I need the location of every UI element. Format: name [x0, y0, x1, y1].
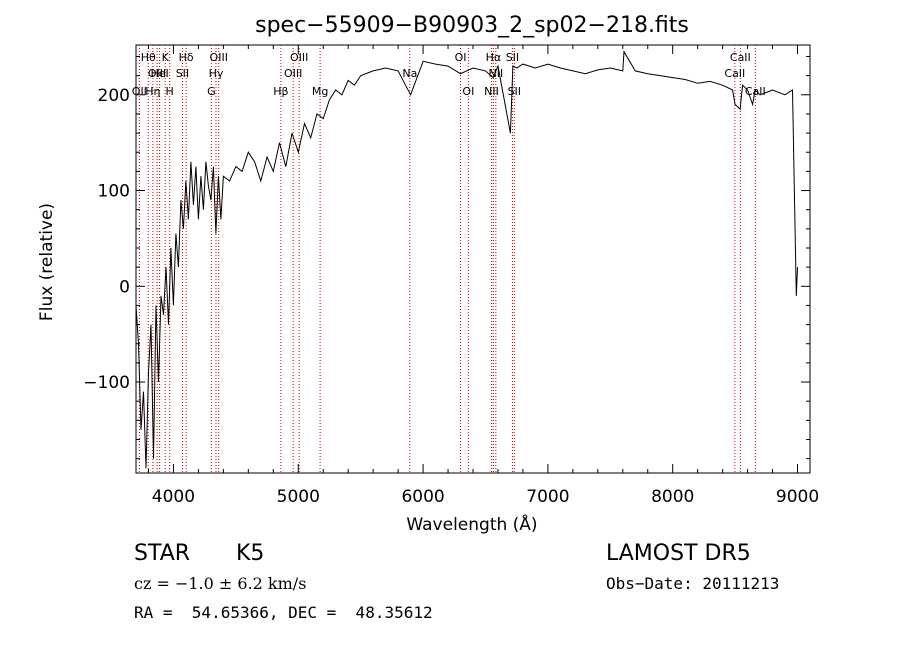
observation-date: Obs−Date: 20111213	[606, 574, 780, 593]
line-marker-label: Na	[402, 67, 417, 80]
y-axis-label: Flux (relative)	[37, 203, 57, 321]
line-marker-labels: OIIHθHηOIIIHeIKHSIIHδGHγOIIIHβOIIIOIIIMg…	[132, 51, 766, 98]
line-marker-label: Hθ	[141, 51, 156, 64]
line-marker-label: OI	[455, 51, 467, 64]
series-group	[135, 50, 798, 469]
line-marker-label: OI	[462, 85, 474, 98]
line-marker-label: CaII	[724, 67, 745, 80]
y-tick-label: 0	[119, 277, 130, 297]
line-marker-label: OIII	[284, 67, 302, 80]
x-tick-label: 7000	[526, 487, 569, 507]
line-marker-label: Hγ	[209, 67, 224, 80]
x-tick-label: 8000	[651, 487, 694, 507]
line-marker-label: SII	[508, 85, 521, 98]
survey-name: LAMOST DR5	[606, 541, 751, 566]
y-tick-label: −100	[83, 373, 130, 393]
spectrum-line	[135, 50, 798, 469]
coordinates: RA = 54.65366, DEC = 48.35612	[134, 603, 433, 622]
x-axis-ticks: 4000 5000 6000 7000 8000 9000	[147, 45, 819, 507]
line-marker-label: HeI	[150, 67, 168, 80]
y-tick-label: 100	[98, 182, 130, 202]
line-marker-label: NII	[488, 67, 503, 80]
line-marker-label: SII	[506, 51, 519, 64]
spectral-class: STAR	[134, 541, 191, 566]
line-marker-label: Hη	[145, 85, 160, 98]
x-tick-label: 6000	[401, 487, 444, 507]
x-axis-label: Wavelength (Å)	[406, 513, 537, 535]
line-marker-label: Mg	[312, 85, 328, 98]
line-marker-label: OIII	[210, 51, 228, 64]
line-marker-label: NII	[484, 85, 499, 98]
line-markers	[138, 45, 756, 473]
y-axis-ticks: −100 0 100 200	[83, 55, 810, 460]
line-marker-label: H	[166, 85, 174, 98]
line-marker-label: G	[207, 85, 216, 98]
line-marker-label: Hα	[486, 51, 502, 64]
line-marker-label: CaII	[730, 51, 751, 64]
line-marker-label: OIII	[148, 67, 166, 80]
line-marker-label: Hβ	[273, 85, 288, 98]
y-tick-label: 200	[98, 86, 130, 106]
x-tick-label: 5000	[277, 487, 320, 507]
line-marker-label: SII	[176, 67, 189, 80]
plot-frame	[135, 44, 811, 474]
redshift-velocity: cz = −1.0 ± 6.2 km/s	[134, 574, 307, 593]
x-tick-label: 4000	[152, 487, 195, 507]
x-tick-label: 9000	[776, 487, 819, 507]
line-marker-label: Hδ	[179, 51, 194, 64]
chart-title: spec−55909−B90903_2_sp02−218.fits	[255, 13, 689, 38]
spectral-subclass: K5	[236, 541, 265, 566]
line-marker-label: K	[162, 51, 170, 64]
line-marker-label: OIII	[290, 51, 308, 64]
